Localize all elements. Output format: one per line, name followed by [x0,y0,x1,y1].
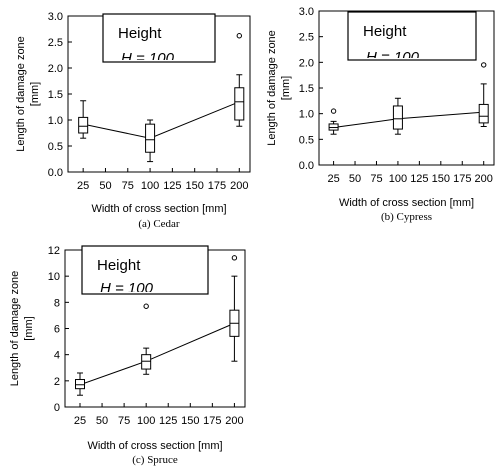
chart1-xtick-label: 25 [77,180,89,192]
chart3-legend-text: Height [97,257,141,274]
chart3-ytick-label: 12 [48,245,60,257]
chart3-legend-box [81,245,209,295]
chart2-xtick-label: 100 [389,173,407,185]
chart3-ylabel-line: [mm] [23,316,35,340]
chart2-xtick-label: 175 [453,173,471,185]
chart1-ytick-label: 2.0 [48,63,63,75]
chart3-xtick-label: 75 [118,415,130,427]
chart3-xtick-label: 200 [225,415,243,427]
chart3-xtick-label: 150 [181,415,199,427]
chart3-ytick-label: 6 [54,324,60,336]
chart2-box3-iqr [478,103,489,124]
chart1-ytick-label: 0.5 [48,141,63,153]
chart2-xlabel: Width of cross section [mm] [339,197,474,209]
chart2-ytick-label: 0.0 [299,160,314,172]
chart2-xtick-label: 25 [327,173,339,185]
chart2-ytick-label: 2.0 [299,57,314,69]
chart2-legend-text: Height [363,23,407,40]
chart1-ytick-label: 1.5 [48,89,63,101]
chart1-ylabel-line: Length of damage zone [15,36,27,152]
chart1-xtick-label: 125 [163,180,181,192]
chart3-ytick-label: 10 [48,271,60,283]
chart1-xtick-label: 75 [122,180,134,192]
chart1-xtick-label: 200 [230,180,248,192]
chart2-xtick-label: 75 [370,173,382,185]
chart1-legend-box [102,13,216,63]
chart3-ylabel-line: Length of damage zone [9,271,21,387]
chart1-xtick-label: 50 [99,180,111,192]
chart3-xtick-label: 100 [137,415,155,427]
chart2-legend-box [347,11,477,61]
chart2-xtick-label: 200 [475,173,493,185]
chart1-trend-line [83,101,240,139]
chart3-caption: (c) Spruce [132,454,178,466]
chart2-box1-iqr [328,123,339,131]
chart3-ylabel: Length of damage zone [mm] [9,271,35,387]
chart3-box1-iqr [75,379,85,390]
chart2-xtick-label: 150 [432,173,450,185]
chart3-ytick-label: 4 [54,350,60,362]
chart2-ylabel-line: Length of damage zone [266,30,278,146]
chart2-ylabel-line: [mm] [280,76,292,100]
chart1-box3-outlier [236,33,242,39]
chart2-trend-line [333,111,484,129]
chart2-xtick-label: 50 [349,173,361,185]
chart1-ytick-label: 1.0 [48,115,63,127]
chart1-ytick-label: 0.0 [48,167,63,179]
chart2-xtick-label: 125 [410,173,428,185]
chart1-legend-text: Height [118,25,162,42]
chart2-ytick-label: 2.5 [299,32,314,44]
chart2-legend-text2: H = 100 [366,49,420,66]
chart3-xlabel: Width of cross section [mm] [87,440,222,452]
chart2-ytick-label: 3.0 [299,6,314,18]
chart1-box2-iqr [145,123,156,153]
chart1-ytick-label: 2.5 [48,37,63,49]
chart3-box2-iqr [141,354,152,370]
chart3-trend-line [79,322,235,386]
chart1-ylabel: Length of damage zone [mm] [15,36,41,152]
chart3-xtick-label: 25 [74,415,86,427]
chart1-xtick-label: 100 [141,180,159,192]
chart2-caption: (b) Cypress [381,211,432,223]
chart3-xtick-label: 125 [159,415,177,427]
chart3-ytick-label: 0 [54,402,60,414]
chart1-legend-text2: H = 100 [121,50,175,67]
chart1-ytick-label: 3.0 [48,11,63,23]
chart3-xtick-label: 175 [203,415,221,427]
chart2-ytick-label: 1.0 [299,109,314,121]
chart3-box2-outlier [143,303,149,309]
chart1-box1-iqr [78,116,89,134]
chart2-box2-iqr [392,105,403,130]
chart1-xtick-label: 175 [208,180,226,192]
chart2-box3-outlier [481,62,487,68]
chart3-ytick-label: 2 [54,376,60,388]
chart1-xlabel: Width of cross section [mm] [91,203,226,215]
chart3-legend-text2: H = 100 [100,280,154,297]
chart3-xtick-label: 50 [96,415,108,427]
chart3-box3-outlier [231,255,238,261]
chart2-ytick-label: 1.5 [299,83,314,95]
chart1-caption: (a) Cedar [138,218,180,230]
chart1-box3-iqr [234,87,245,121]
chart2-ylabel: Length of damage zone [mm] [266,30,292,146]
chart2-ytick-label: 0.5 [299,134,314,146]
chart1-xtick-label: 150 [186,180,204,192]
chart1-ylabel-line: [mm] [29,82,41,106]
chart2-box1-outlier [330,108,337,114]
chart3-ytick-label: 8 [54,297,60,309]
